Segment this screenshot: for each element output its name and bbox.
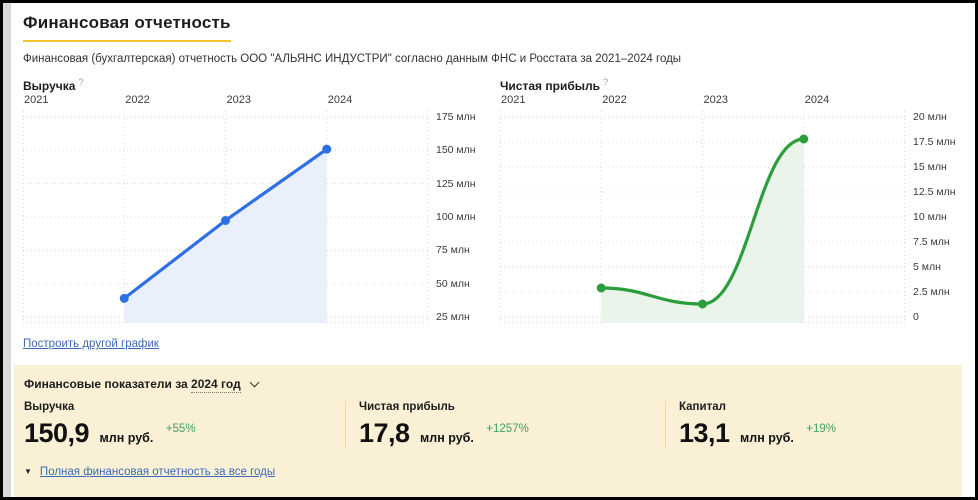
indicator-value: 17,8: [359, 418, 410, 448]
y-tick-label: 25 млн: [436, 311, 470, 323]
indicators-row: Выручка 150,9 млн руб. +55% Чистая прибы…: [24, 401, 962, 449]
data-point[interactable]: [322, 144, 332, 154]
net-profit-chart: Чистая прибыль? 2021 2022 2023 2024 20 млн 1…: [500, 77, 965, 325]
full-report-link[interactable]: Полная финансовая отчетность за все годы: [39, 466, 276, 478]
indicator-capital: Капитал 13,1 млн руб. +19%: [665, 401, 962, 449]
data-point[interactable]: [119, 293, 129, 303]
panel-header[interactable]: Финансовые показатели за 2024 год: [24, 377, 962, 393]
indicator-revenue: Выручка 150,9 млн руб. +55%: [24, 401, 345, 449]
indicator-change-badge: +1257%: [486, 423, 529, 435]
x-tick-label: 2024: [327, 94, 353, 106]
page-subtitle: Финансовая (бухгалтерская) отчетность ОО…: [23, 53, 682, 65]
triangle-down-icon[interactable]: ▼: [24, 467, 32, 476]
y-tick-label: 175 млн: [436, 111, 476, 123]
x-tick-label: 2021: [24, 94, 49, 106]
indicator-label: Чистая прибыль: [359, 401, 455, 413]
indicator-label: Выручка: [24, 401, 75, 413]
indicator-value: 150,9: [24, 418, 90, 448]
x-tick-label: 2024: [804, 94, 830, 106]
page-title: Финансовая отчетность: [23, 13, 231, 42]
chart-title-revenue: Выручка?: [23, 77, 500, 93]
revenue-chart: Выручка? 2021 2022 2023 2024 175 млн 150 млн…: [23, 77, 500, 325]
y-tick-label: 2.5 млн: [913, 286, 950, 298]
y-tick-label: 125 млн: [436, 177, 476, 190]
panel-year-selector[interactable]: 2024 год: [191, 377, 241, 393]
data-point[interactable]: [799, 134, 809, 144]
help-icon[interactable]: ?: [78, 77, 84, 88]
y-tick-label: 17.5 млн: [913, 136, 956, 148]
net-profit-plot: [500, 111, 905, 323]
x-axis-labels: 2021 2022 2023 2024: [500, 94, 905, 109]
y-tick-label: 75 млн: [436, 244, 470, 257]
revenue-plot: [23, 111, 428, 323]
y-tick-label: 5 млн: [913, 261, 941, 273]
indicator-net-profit: Чистая прибыль 17,8 млн руб. +1257%: [345, 401, 665, 449]
x-tick-label: 2022: [602, 94, 627, 106]
indicator-unit: млн руб.: [420, 431, 474, 445]
series-line: [599, 137, 806, 306]
indicator-value: 13,1: [679, 418, 730, 448]
content-area: Финансовая отчетность Финансовая (бухгал…: [11, 3, 975, 497]
y-tick-label: 50 млн: [436, 277, 470, 290]
y-tick-label: 10 млн: [913, 211, 947, 223]
indicator-unit: млн руб.: [740, 431, 794, 445]
chevron-down-icon[interactable]: [249, 377, 260, 388]
y-tick-label: 0: [913, 311, 919, 323]
y-tick-label: 15 млн: [913, 161, 947, 173]
series-area: [124, 149, 327, 323]
y-tick-label: 20 млн: [913, 111, 947, 123]
charts-row: Выручка? 2021 2022 2023 2024 175 млн 150 млн…: [23, 77, 975, 325]
chart-title-net-profit: Чистая прибыль?: [500, 77, 965, 93]
build-other-chart-link[interactable]: Построить другой график: [23, 338, 159, 350]
left-edge-strip: [3, 3, 11, 497]
series-area: [601, 139, 804, 323]
x-tick-label: 2022: [125, 94, 150, 106]
x-tick-label: 2023: [703, 94, 728, 106]
financial-indicators-panel: Финансовые показатели за 2024 год Выручк…: [14, 365, 962, 497]
y-tick-label: 100 млн: [436, 211, 476, 223]
x-axis-labels: 2021 2022 2023 2024: [23, 94, 428, 109]
data-point[interactable]: [221, 215, 230, 225]
y-tick-label: 12.5 млн: [913, 186, 956, 198]
indicator-label: Капитал: [679, 401, 726, 413]
indicator-change-badge: +19%: [806, 423, 837, 435]
indicator-unit: млн руб.: [99, 431, 154, 445]
y-axis-labels: 20 млн 17.5 млн 15 млн 12.5 млн 10 млн 7.5 мл…: [905, 111, 965, 325]
indicator-change-badge: +55%: [165, 423, 196, 435]
y-tick-label: 150 млн: [436, 144, 476, 157]
y-tick-label: 7.5 млн: [913, 236, 950, 248]
data-point[interactable]: [698, 299, 707, 309]
chart-title-text: Выручка: [23, 79, 76, 93]
panel-header-prefix: Финансовые показатели за: [24, 377, 188, 391]
data-point[interactable]: [596, 283, 606, 293]
x-tick-label: 2021: [501, 94, 526, 106]
help-icon[interactable]: ?: [602, 77, 609, 88]
x-tick-label: 2023: [226, 94, 251, 106]
y-axis-labels: 175 млн 150 млн 125 млн 100 млн 75 млн 50 млн…: [428, 111, 500, 325]
chart-title-text: Чистая прибыль: [500, 79, 600, 93]
